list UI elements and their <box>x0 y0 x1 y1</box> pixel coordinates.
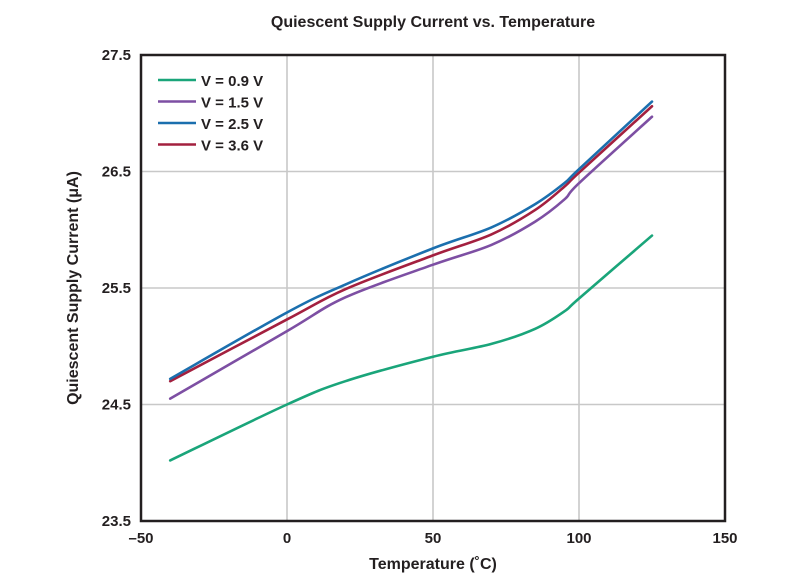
legend-label: V = 2.5 V <box>201 116 263 133</box>
x-tick-label: 50 <box>425 530 442 547</box>
x-tick-label: 150 <box>712 530 737 547</box>
grid <box>141 55 725 521</box>
x-tick-label: 100 <box>566 530 591 547</box>
y-axis-label: Quiescent Supply Current (μA) <box>65 171 82 405</box>
legend-label: V = 3.6 V <box>201 138 263 155</box>
x-axis-label: Temperature (˚C) <box>369 556 497 573</box>
series-group <box>168 100 654 462</box>
x-tick-labels: –50 0 50 100 150 <box>128 530 737 547</box>
y-tick-label: 27.5 <box>102 47 131 64</box>
legend: V = 0.9 V V = 1.5 V V = 2.5 V V = 3.6 V <box>158 73 263 155</box>
chart-title: Quiescent Supply Current vs. Temperature <box>271 14 595 31</box>
y-tick-label: 26.5 <box>102 164 131 181</box>
y-tick-label: 24.5 <box>102 397 131 414</box>
legend-label: V = 1.5 V <box>201 95 263 112</box>
y-tick-label: 25.5 <box>102 280 131 297</box>
x-tick-label: –50 <box>128 530 153 547</box>
series-line-3 <box>168 104 654 383</box>
series-line-2 <box>168 100 654 381</box>
plot-frame <box>139 53 727 523</box>
series-line-0 <box>168 234 654 462</box>
y-tick-labels: 23.5 24.5 25.5 26.5 27.5 <box>102 47 131 530</box>
y-tick-label: 23.5 <box>102 513 131 530</box>
legend-label: V = 0.9 V <box>201 73 263 90</box>
x-tick-label: 0 <box>283 530 291 547</box>
series-line-1 <box>168 115 654 400</box>
